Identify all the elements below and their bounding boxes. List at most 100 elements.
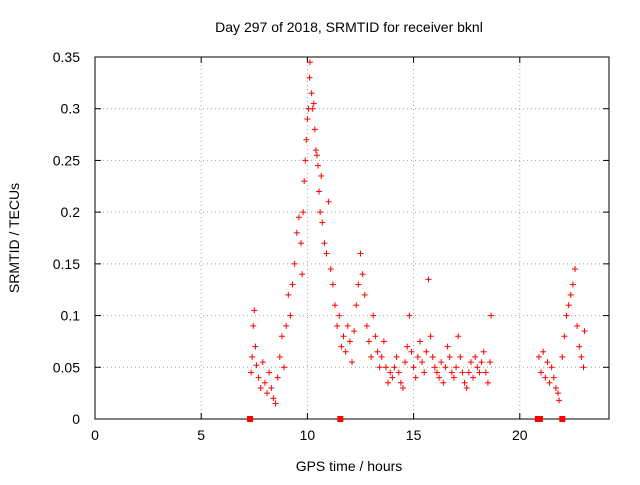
data-point xyxy=(406,312,413,319)
data-point xyxy=(300,209,307,216)
data-point xyxy=(446,353,453,360)
data-point xyxy=(559,353,566,360)
data-point xyxy=(342,348,349,355)
data-point xyxy=(535,353,542,360)
data-point xyxy=(382,364,389,371)
data-point xyxy=(276,353,283,360)
data-point xyxy=(444,343,451,350)
data-point xyxy=(421,369,428,376)
data-point xyxy=(450,374,457,381)
data-point xyxy=(264,390,271,397)
x-tick-label: 10 xyxy=(300,427,316,443)
y-axis-label: SRMTID / TECUs xyxy=(6,183,22,293)
data-point xyxy=(332,302,339,309)
data-point xyxy=(542,374,549,381)
data-point xyxy=(365,338,372,345)
data-point xyxy=(556,397,563,404)
data-point xyxy=(578,353,585,360)
data-point xyxy=(404,343,411,350)
x-tick-label: 5 xyxy=(197,427,205,443)
data-point xyxy=(561,333,568,340)
data-point xyxy=(336,312,343,319)
data-point xyxy=(488,312,495,319)
data-point xyxy=(410,364,417,371)
y-tick-label: 0.15 xyxy=(53,256,80,272)
data-point xyxy=(310,100,317,107)
data-point xyxy=(274,374,281,381)
data-point xyxy=(359,271,366,278)
data-point xyxy=(472,353,479,360)
data-point xyxy=(455,333,462,340)
data-point xyxy=(442,364,449,371)
data-point xyxy=(285,291,292,298)
data-point xyxy=(453,364,460,371)
data-point xyxy=(323,250,330,257)
data-point xyxy=(266,369,273,376)
data-point xyxy=(318,172,325,179)
data-point xyxy=(253,362,260,369)
data-point xyxy=(425,276,432,283)
data-point xyxy=(321,240,328,247)
data-point xyxy=(357,250,364,257)
data-point xyxy=(316,188,323,195)
data-point xyxy=(380,338,387,345)
data-point xyxy=(298,240,305,247)
y-tick-label: 0.25 xyxy=(53,152,80,168)
data-point xyxy=(261,379,268,386)
data-point xyxy=(440,379,447,386)
data-point xyxy=(427,333,434,340)
data-point xyxy=(412,374,419,381)
x-tick-label: 15 xyxy=(406,427,422,443)
data-point xyxy=(281,364,288,371)
data-point xyxy=(457,353,464,360)
data-point xyxy=(299,271,306,278)
data-point xyxy=(340,333,347,340)
zero-data-point xyxy=(536,416,543,422)
y-tick-label: 0.1 xyxy=(61,308,81,324)
data-point xyxy=(252,343,259,350)
data-point xyxy=(312,147,319,154)
data-point xyxy=(313,152,320,159)
data-point xyxy=(250,322,257,329)
data-point xyxy=(334,322,341,329)
data-point xyxy=(555,390,562,397)
data-point xyxy=(565,302,572,309)
data-point xyxy=(319,219,326,226)
data-point xyxy=(546,379,553,386)
data-point xyxy=(255,374,262,381)
x-axis-label: GPS time / hours xyxy=(296,458,403,474)
data-point xyxy=(351,328,358,335)
data-point xyxy=(302,157,309,164)
data-point xyxy=(361,291,368,298)
data-point xyxy=(563,312,570,319)
data-point xyxy=(459,369,466,376)
data-point xyxy=(355,281,362,288)
data-point xyxy=(317,209,324,216)
data-point xyxy=(303,136,310,143)
data-point xyxy=(567,291,574,298)
data-point xyxy=(349,359,355,366)
data-point xyxy=(433,369,440,376)
data-point xyxy=(461,379,468,386)
data-point xyxy=(540,348,547,355)
plot-frame xyxy=(94,56,610,420)
data-point xyxy=(478,359,485,366)
data-point xyxy=(378,353,385,360)
data-point xyxy=(423,348,430,355)
data-point xyxy=(308,90,315,97)
data-point xyxy=(346,338,353,345)
tick-labels: 0 5 10 15 20 0 0.05 0.1 0.15 0.2 0.25 0.3 0.35 xyxy=(53,49,528,443)
x-tick-label: 20 xyxy=(512,427,528,443)
zero-data-point xyxy=(559,416,566,422)
data-point xyxy=(393,353,400,360)
data-point xyxy=(476,369,483,376)
data-point xyxy=(287,312,294,319)
data-point xyxy=(363,322,370,329)
data-point xyxy=(283,322,290,329)
zero-data-point xyxy=(337,416,344,422)
data-point xyxy=(402,359,409,366)
data-point xyxy=(414,353,421,360)
